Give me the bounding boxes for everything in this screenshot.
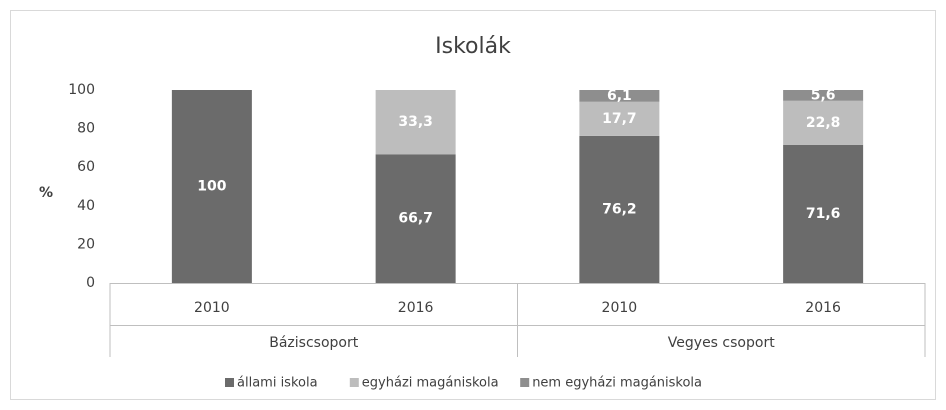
legend-label: egyházi magániskola xyxy=(362,376,499,391)
legend-swatch xyxy=(349,378,359,387)
value-label: 22,8 xyxy=(806,115,841,131)
value-label: 17,7 xyxy=(602,111,637,127)
bar-segment xyxy=(783,144,864,283)
y-tick-label: 60 xyxy=(77,159,95,175)
value-label: 6,1 xyxy=(607,88,632,104)
y-tick-label: 20 xyxy=(77,236,95,252)
value-label: 71,6 xyxy=(806,206,841,222)
y-tick-label: 40 xyxy=(77,198,95,214)
legend-label: nem egyházi magániskola xyxy=(532,376,702,391)
legend-swatch xyxy=(520,378,530,387)
y-tick-label: 100 xyxy=(68,82,95,98)
bar-segment xyxy=(579,90,660,102)
legend-swatch xyxy=(225,378,234,387)
legend-label: állami iskola xyxy=(237,376,318,391)
x-tick-label: 2010 xyxy=(602,300,638,316)
value-label: 33,3 xyxy=(398,114,433,130)
y-tick-label: 80 xyxy=(77,121,95,137)
bar-segment xyxy=(171,90,252,283)
value-label: 66,7 xyxy=(398,211,433,227)
y-tick-label: 0 xyxy=(86,275,95,291)
chart-frame xyxy=(10,10,936,400)
x-tick-label: 2016 xyxy=(398,300,434,316)
value-label: 5,6 xyxy=(811,87,836,103)
y-axis-label: % xyxy=(39,185,53,201)
group-label: Vegyes csoport xyxy=(668,335,775,351)
x-tick-label: 2016 xyxy=(805,300,841,316)
value-label: 100 xyxy=(197,179,226,195)
chart-title: Iskolák xyxy=(435,34,511,59)
bar-segment xyxy=(375,90,456,155)
bar-segment xyxy=(375,154,456,283)
group-label: Báziscsoport xyxy=(269,335,358,351)
bar-segment xyxy=(579,101,660,136)
x-tick-label: 2010 xyxy=(194,300,230,316)
bar-segment xyxy=(783,90,864,101)
bar-segment xyxy=(783,100,864,145)
bar-segment xyxy=(579,135,660,283)
value-label: 76,2 xyxy=(602,201,637,217)
